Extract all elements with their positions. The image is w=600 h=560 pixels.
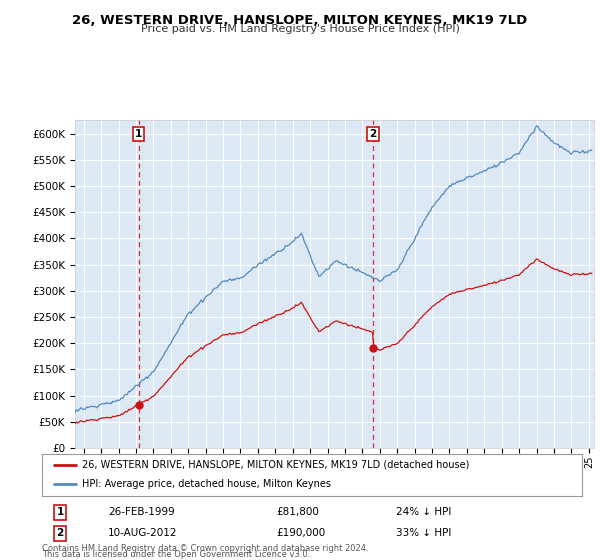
Text: 2: 2	[56, 528, 64, 538]
Text: 24% ↓ HPI: 24% ↓ HPI	[396, 507, 451, 517]
Text: HPI: Average price, detached house, Milton Keynes: HPI: Average price, detached house, Milt…	[83, 479, 331, 489]
Text: 26, WESTERN DRIVE, HANSLOPE, MILTON KEYNES, MK19 7LD: 26, WESTERN DRIVE, HANSLOPE, MILTON KEYN…	[73, 14, 527, 27]
Text: 26, WESTERN DRIVE, HANSLOPE, MILTON KEYNES, MK19 7LD (detached house): 26, WESTERN DRIVE, HANSLOPE, MILTON KEYN…	[83, 460, 470, 470]
Text: This data is licensed under the Open Government Licence v3.0.: This data is licensed under the Open Gov…	[42, 550, 310, 559]
Text: 1: 1	[135, 129, 142, 138]
Text: Contains HM Land Registry data © Crown copyright and database right 2024.: Contains HM Land Registry data © Crown c…	[42, 544, 368, 553]
Text: 26-FEB-1999: 26-FEB-1999	[108, 507, 175, 517]
Text: £190,000: £190,000	[276, 528, 325, 538]
Text: 33% ↓ HPI: 33% ↓ HPI	[396, 528, 451, 538]
Text: £81,800: £81,800	[276, 507, 319, 517]
Text: 10-AUG-2012: 10-AUG-2012	[108, 528, 178, 538]
Text: Price paid vs. HM Land Registry's House Price Index (HPI): Price paid vs. HM Land Registry's House …	[140, 24, 460, 34]
Text: 1: 1	[56, 507, 64, 517]
Text: 2: 2	[370, 129, 377, 138]
